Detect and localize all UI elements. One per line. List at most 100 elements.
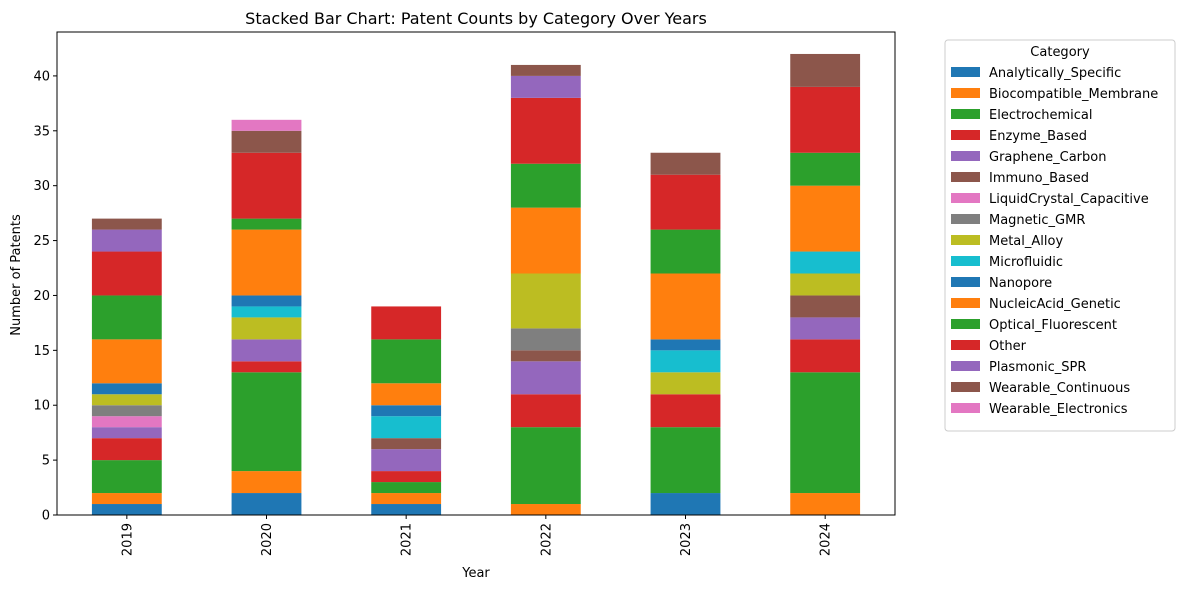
bar-segment-2021-nanopore (371, 405, 442, 417)
legend-label-wearable-continuous: Wearable_Continuous (989, 381, 1130, 396)
legend-swatch-nanopore (951, 277, 980, 287)
bar-segment-2022-electrochemical (510, 427, 581, 505)
y-tick-label: 40 (33, 69, 50, 84)
legend: Category Analytically_Specific Biocompati… (944, 39, 1176, 432)
legend-label-nanopore: Nanopore (989, 276, 1052, 291)
x-tick-label: 2023 (679, 523, 694, 556)
bar-segment-2023-enzyme-based (650, 394, 721, 428)
legend-swatch-optical-fluorescent (951, 319, 980, 329)
bar-segment-2022-nucleicacid-genetic (510, 207, 581, 274)
bar-segment-2019-magnetic-gmr (91, 405, 162, 417)
bar-segment-2021-graphene-carbon (371, 449, 442, 472)
legend-swatch-immuno-based (951, 172, 980, 182)
legend-swatch-enzyme-based (951, 130, 980, 140)
bar-segment-2019-liquidcrystal-capacitive (91, 416, 162, 428)
x-tick-label: 2021 (400, 523, 415, 556)
legend-swatch-metal-alloy (951, 235, 980, 245)
bar-segment-2019-electrochemical (91, 460, 162, 494)
y-tick-label: 5 (42, 454, 50, 469)
bar-segment-2024-graphene-carbon (790, 317, 861, 340)
bar-segment-2024-biocompatible-membrane (790, 493, 861, 515)
y-tick-label: 25 (33, 234, 50, 249)
legend-title: Category (1030, 45, 1090, 60)
legend-swatch-liquidcrystal-capacitive (951, 193, 980, 203)
y-tick-label: 15 (33, 344, 50, 359)
bar-segment-2023-optical-fluorescent (650, 229, 721, 274)
legend-swatch-wearable-electronics (951, 403, 980, 413)
x-tick-label: 2022 (539, 523, 554, 556)
bar-segment-2019-optical-fluorescent (91, 295, 162, 340)
bar-segment-2023-microfluidic (650, 350, 721, 373)
bar-segment-2020-analytically-specific (231, 493, 302, 515)
y-tick-label: 35 (33, 124, 50, 139)
legend-label-metal-alloy: Metal_Alloy (989, 234, 1063, 249)
bar-segment-2021-electrochemical (371, 482, 442, 494)
bar-segment-2021-analytically-specific (371, 504, 442, 515)
legend-label-immuno-based: Immuno_Based (989, 171, 1089, 186)
bar-segment-2024-other (790, 86, 861, 153)
bar-segment-2020-wearable-continuous (231, 130, 302, 153)
bar-segment-2024-wearable-continuous (790, 53, 861, 87)
x-tick-label: 2019 (120, 523, 135, 556)
bar-segment-2022-magnetic-gmr (510, 328, 581, 351)
legend-swatch-analytically-specific (951, 67, 980, 77)
bar-segment-2024-microfluidic (790, 251, 861, 274)
x-axis-title: Year (461, 566, 490, 581)
legend-swatch-biocompatible-membrane (951, 88, 980, 98)
bar-segment-2022-biocompatible-membrane (510, 504, 581, 515)
bar-segment-2022-plasmonic-spr (510, 75, 581, 98)
bar-segment-2024-metal-alloy (790, 273, 861, 296)
bar-segment-2020-enzyme-based (231, 361, 302, 373)
bar-segment-2019-analytically-specific (91, 504, 162, 515)
bar-segment-2020-graphene-carbon (231, 339, 302, 362)
bar-segment-2022-wearable-continuous (510, 64, 581, 76)
legend-swatch-electrochemical (951, 109, 980, 119)
bar-segment-2021-other (371, 306, 442, 340)
legend-swatch-graphene-carbon (951, 151, 980, 161)
bar-segment-2020-biocompatible-membrane (231, 471, 302, 494)
legend-swatch-magnetic-gmr (951, 214, 980, 224)
legend-label-biocompatible-membrane: Biocompatible_Membrane (989, 87, 1158, 102)
bar-segment-2022-enzyme-based (510, 394, 581, 428)
bar-segment-2021-biocompatible-membrane (371, 493, 442, 505)
legend-swatch-nucleicacid-genetic (951, 298, 980, 308)
legend-label-electrochemical: Electrochemical (989, 108, 1092, 123)
bar-segment-2021-immuno-based (371, 438, 442, 450)
bar-segment-2020-nanopore (231, 295, 302, 307)
bar-segment-2020-microfluidic (231, 306, 302, 318)
bar-segment-2022-other (510, 97, 581, 164)
bar-segment-2019-nucleicacid-genetic (91, 339, 162, 384)
legend-label-enzyme-based: Enzyme_Based (989, 129, 1087, 144)
plot-area-frame (56, 31, 896, 516)
bar-segment-2022-metal-alloy (510, 273, 581, 329)
bar-segment-2020-other (231, 152, 302, 219)
bar-segment-2022-immuno-based (510, 350, 581, 362)
bar-segment-2023-electrochemical (650, 427, 721, 494)
bar-segment-2021-nucleicacid-genetic (371, 383, 442, 406)
x-axis: 2019 2020 2021 2022 2023 2024 (120, 515, 834, 556)
y-tick-label: 10 (33, 399, 50, 414)
bar-segment-2019-metal-alloy (91, 394, 162, 406)
bar-segment-2023-metal-alloy (650, 372, 721, 395)
bar-segment-2020-electrochemical (231, 372, 302, 472)
legend-label-wearable-electronics: Wearable_Electronics (989, 402, 1128, 417)
bar-segment-2024-nucleicacid-genetic (790, 185, 861, 252)
bar-segment-2019-graphene-carbon (91, 427, 162, 439)
legend-label-analytically-specific: Analytically_Specific (989, 66, 1121, 81)
x-tick-label: 2020 (260, 523, 275, 556)
bar-segment-2021-enzyme-based (371, 471, 442, 483)
bar-segment-2020-wearable-electronics (231, 119, 302, 131)
bar-segment-2023-wearable-continuous (650, 152, 721, 175)
legend-swatch-other (951, 340, 980, 350)
bar-segment-2022-optical-fluorescent (510, 163, 581, 208)
bar-segment-2023-nucleicacid-genetic (650, 273, 721, 340)
bar-segment-2024-immuno-based (790, 295, 861, 318)
bar-segment-2019-enzyme-based (91, 438, 162, 461)
bar-segment-2023-nanopore (650, 339, 721, 351)
legend-swatch-wearable-continuous (951, 382, 980, 392)
legend-label-magnetic-gmr: Magnetic_GMR (989, 213, 1085, 228)
bar-segment-2019-plasmonic-spr (91, 229, 162, 252)
bar-segment-2020-nucleicacid-genetic (231, 229, 302, 296)
